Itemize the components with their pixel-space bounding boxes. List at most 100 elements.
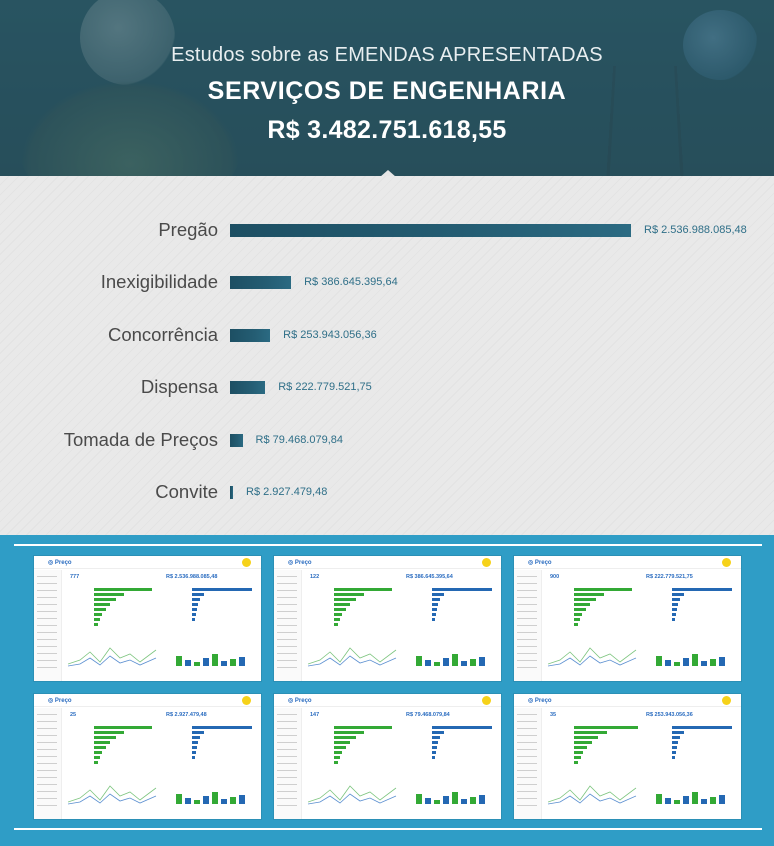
thumb-column [443,796,449,804]
thumb-column [434,800,440,804]
thumb-green-bar [334,603,350,606]
thumb-green-bar [334,731,364,734]
thumb-green-bar [334,593,364,596]
thumb-column [221,799,227,804]
thumb-sidebar-line [517,667,537,668]
thumb-sidebar-line [517,660,537,661]
thumb-blue-bar [192,726,252,729]
thumb-column [719,657,725,666]
thumb-sidebar-line [37,646,57,647]
thumb-blue-bar [432,741,438,744]
thumb-sidebar-line [37,611,57,612]
bar [230,276,292,290]
thumb-blue-bar [432,603,438,606]
thumb-sidebar-line [277,618,297,619]
thumb-sidebar-line [37,770,57,771]
header-pointer [380,170,396,176]
value-label: R$ 386.645.395,64 [304,276,398,289]
thumb-sidebar-line [517,749,537,750]
dashboard-thumbnail[interactable]: ◎ Preço 122 R$ 386.645.395,64 [274,556,501,681]
thumb-sidebar-line [277,735,297,736]
header-subtitle: Estudos sobre as EMENDAS APRESENTADAS [171,44,603,66]
thumb-sidebar-line [517,639,537,640]
thumb-column [692,654,698,666]
thumb-blue-bar [192,603,198,606]
thumb-green-bar [334,756,340,759]
thumb-sidebar [514,708,542,819]
thumb-column [416,794,422,804]
dashboard-thumbnail[interactable]: ◎ Preço 35 R$ 253.943.056,36 [514,694,741,819]
thumb-green-bar [574,618,580,621]
thumb-column [185,798,191,804]
thumb-topbar [34,556,261,569]
thumb-amount: R$ 79.468.079,84 [406,712,450,718]
thumb-blue-bar [432,751,436,754]
thumb-green-bar [334,761,338,764]
thumb-column [194,662,200,666]
thumb-column [710,797,716,804]
thumb-logo: ◎ Preço [288,560,312,566]
thumb-green-bar [94,613,102,616]
dashboard-thumbnail[interactable]: ◎ Preço 900 R$ 222.779.521,75 [514,556,741,681]
bar [230,381,266,395]
thumb-count: 122 [310,574,320,580]
thumb-amount: R$ 253.943.056,36 [646,712,693,718]
thumb-column [674,662,680,666]
thumb-column [470,797,476,804]
hard-hat-right-photo [683,10,758,80]
hard-hat-left-photo [80,0,175,85]
header-overlay [0,0,774,176]
thumb-blue-bar [672,756,675,759]
thumb-blue-bar [192,741,198,744]
thumb-blue-bar [192,618,195,621]
thumb-blue-bar [672,746,677,749]
thumb-sidebar-line [517,742,537,743]
thumb-column [212,792,218,804]
value-label: R$ 253.943.056,36 [283,328,377,341]
thumb-blue-bar [672,618,675,621]
thumb-sidebar-line [277,590,297,591]
thumb-column [194,800,200,804]
thumb-column [656,794,662,804]
bar-chart-panel: Pregão R$ 2.536.988.085,48 Inexigibilidade… [0,176,774,535]
thumb-blue-bar [432,726,492,729]
thumb-green-bar [334,751,342,754]
thumb-amount: R$ 222.779.521,75 [646,574,693,580]
thumb-blue-bar [192,756,195,759]
thumb-green-bar [94,756,100,759]
thumb-green-bar [94,618,100,621]
header-banner: Estudos sobre as EMENDAS APRESENTADAS SE… [0,0,774,176]
thumb-blue-bar [192,588,252,591]
header-total: R$ 3.482.751.618,55 [267,116,507,144]
bar [230,433,243,447]
thumb-green-bar [334,588,392,591]
thumb-column [443,658,449,666]
thumb-sidebar-line [517,597,537,598]
thumb-line-chart [548,785,637,805]
dashboard-thumbnail[interactable]: ◎ Preço 777 R$ 2.536.988.085,48 [34,556,261,681]
thumb-sidebar-line [517,653,537,654]
thumb-column [701,799,707,804]
thumb-green-bar [334,618,340,621]
thumb-logo: ◎ Preço [528,560,552,566]
thumb-topbar [34,694,261,707]
dashboard-thumbnail[interactable]: ◎ Preço 25 R$ 2.927.479,48 [34,694,261,819]
thumb-sidebar-line [277,714,297,715]
thumb-sidebar-line [37,667,57,668]
thumb-sidebar-line [277,660,297,661]
value-label: R$ 2.536.988.085,48 [644,224,747,236]
thumb-column [692,792,698,804]
thumb-sidebar-line [37,714,57,715]
thumb-sidebar-line [277,646,297,647]
thumb-green-bar [94,598,116,601]
dashboard-thumbnails: ◎ Preço 777 R$ 2.536.988.085,48 ◎ Preço 122 R… [0,535,774,846]
thumb-column [479,657,485,666]
thumb-blue-bar [432,588,492,591]
thumb-green-bar [94,731,124,734]
thumb-column [425,798,431,804]
thumb-green-bar [574,598,596,601]
thumb-logo: ◎ Preço [48,698,72,704]
thumb-count: 35 [550,712,557,718]
dashboard-thumbnail[interactable]: ◎ Preço 147 R$ 79.468.079,84 [274,694,501,819]
thumb-column [665,798,671,804]
